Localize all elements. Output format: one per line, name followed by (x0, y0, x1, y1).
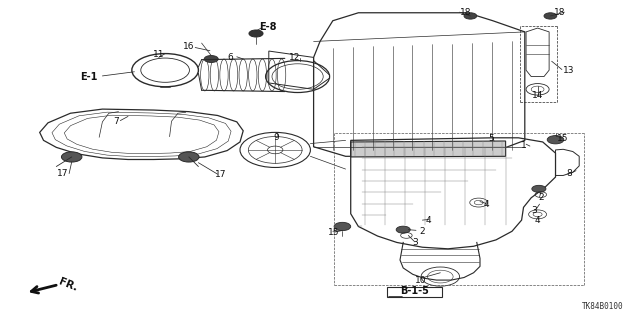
Circle shape (61, 152, 82, 162)
Text: 4: 4 (535, 216, 540, 225)
Text: 2: 2 (420, 227, 425, 236)
Circle shape (334, 222, 351, 231)
Text: B-1-5: B-1-5 (400, 286, 429, 296)
Polygon shape (351, 141, 506, 157)
Text: 16: 16 (183, 42, 195, 51)
Circle shape (464, 13, 477, 19)
Text: 18: 18 (554, 8, 565, 17)
Text: 3: 3 (412, 238, 417, 247)
Text: 7: 7 (114, 117, 119, 126)
Text: 15: 15 (328, 228, 340, 237)
Text: TK84B0100: TK84B0100 (582, 302, 624, 311)
Text: 15: 15 (557, 134, 569, 143)
Circle shape (532, 185, 546, 192)
Text: 6: 6 (228, 53, 233, 62)
Text: 9: 9 (274, 133, 279, 142)
Text: 5: 5 (489, 134, 494, 143)
Text: 12: 12 (289, 53, 300, 62)
Text: 4: 4 (484, 200, 489, 209)
Text: 14: 14 (532, 91, 543, 100)
Circle shape (204, 56, 218, 63)
Text: 17: 17 (215, 170, 227, 179)
Text: E-8: E-8 (259, 22, 276, 32)
Text: 2: 2 (538, 193, 543, 202)
Text: 3: 3 (532, 206, 537, 215)
Text: 13: 13 (563, 66, 574, 75)
Text: 4: 4 (426, 216, 431, 225)
Text: 8: 8 (567, 169, 572, 178)
Circle shape (544, 13, 557, 19)
Text: 18: 18 (460, 8, 472, 17)
Text: 1: 1 (521, 141, 526, 150)
Circle shape (396, 226, 410, 233)
Text: 17: 17 (57, 169, 68, 178)
Circle shape (179, 152, 199, 162)
Circle shape (547, 136, 564, 144)
Circle shape (249, 30, 263, 37)
Text: E-1: E-1 (79, 71, 97, 82)
Text: 11: 11 (153, 50, 164, 59)
Text: FR.: FR. (58, 277, 79, 293)
Text: 10: 10 (415, 276, 427, 285)
